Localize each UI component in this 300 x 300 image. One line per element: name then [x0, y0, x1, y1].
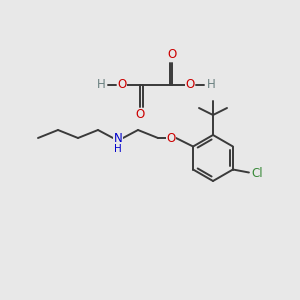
Text: H: H	[97, 79, 105, 92]
Text: N: N	[114, 131, 122, 145]
Text: O: O	[117, 79, 127, 92]
Text: O: O	[167, 131, 176, 145]
Text: O: O	[135, 109, 145, 122]
Text: H: H	[207, 79, 215, 92]
Text: Cl: Cl	[251, 167, 263, 180]
Text: H: H	[114, 144, 122, 154]
Text: O: O	[167, 49, 177, 62]
Text: O: O	[185, 79, 195, 92]
